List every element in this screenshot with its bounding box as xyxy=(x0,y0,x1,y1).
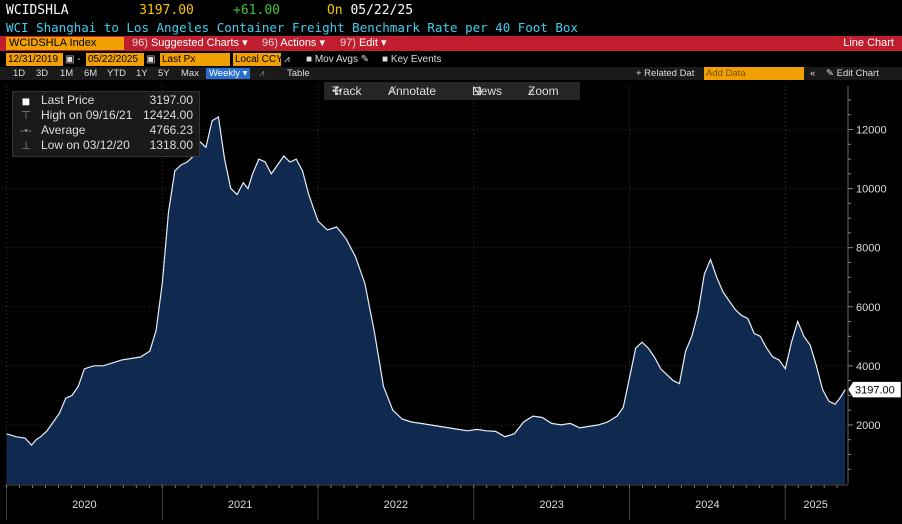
range-1d[interactable]: 1D xyxy=(13,68,26,79)
y-axis: 2000 4000 6000 8000 10000 12000 3197.00 xyxy=(847,86,902,484)
on-label: On xyxy=(326,3,343,18)
line-tool-icon: ⟋ xyxy=(388,84,397,98)
pencil-icon: ✎ xyxy=(360,54,370,65)
calendar-icon[interactable]: ▣ xyxy=(146,54,156,65)
ticker-symbol: WCIDSHLA xyxy=(6,3,69,18)
chart-type-label[interactable]: Line Chart xyxy=(843,37,894,49)
y-tick-label: 2000 xyxy=(856,420,880,432)
actions-menu[interactable]: 96) Actions ▾ xyxy=(262,37,326,49)
last-value-tag-label: 3197.00 xyxy=(855,385,895,397)
settings-icon[interactable]: ⩘ xyxy=(284,54,290,65)
start-date-field[interactable]: 12/31/2019 xyxy=(6,53,63,66)
legend-last-price[interactable]: ■ Last Price 3197.00 xyxy=(17,93,195,109)
y-tick-label: 12000 xyxy=(856,125,887,137)
last-value-tag: 3197.00 xyxy=(847,381,902,398)
x-axis-band xyxy=(0,486,902,520)
last-value-tag-box xyxy=(847,381,902,398)
x-tick-label: 2024 xyxy=(695,499,719,511)
end-date-field[interactable]: 05/22/2025 xyxy=(86,53,144,66)
range-1y[interactable]: 1Y xyxy=(136,68,148,79)
legend-box: ■ Last Price 3197.00 ⊤ High on 09/16/21 … xyxy=(12,91,200,157)
x-tick-label: 2025 xyxy=(803,499,827,511)
edit-label: Edit xyxy=(358,37,378,49)
range-3d[interactable]: 3D xyxy=(36,68,49,79)
key-events-toggle[interactable]: ■ Key Events xyxy=(382,54,442,65)
x-tick-label: 2022 xyxy=(384,499,408,511)
menu-bar: WCIDSHLA Index 96) Suggested Charts ▾ 96… xyxy=(0,36,902,51)
legend-high: ⊤ High on 09/16/21 12424.00 xyxy=(17,108,195,123)
news-icon: ⊟ xyxy=(472,84,483,98)
parameter-bar: 12/31/2019 ▣ - 05/22/2025 ▣ Last Px Loca… xyxy=(0,53,902,66)
price-series xyxy=(6,116,846,484)
legend-low: ⊥ Low on 03/12/20 1318.00 xyxy=(17,138,195,153)
crosshair-icon: ✣ xyxy=(332,84,343,98)
period-selector[interactable]: Weekly ▾ xyxy=(206,68,251,79)
range-bar: 1D 3D 1M 6M YTD 1Y 5Y Max Weekly ▾ ⩘ Tab… xyxy=(0,67,902,80)
high-marker-icon: ⊤ xyxy=(21,110,31,122)
x-tick-label: 2020 xyxy=(72,499,96,511)
range-max[interactable]: Max xyxy=(181,68,199,79)
chevron-down-icon: ▾ xyxy=(381,37,387,49)
low-marker-icon: ⊥ xyxy=(21,140,31,152)
currency-selector[interactable]: Local CCY xyxy=(233,53,283,66)
pencil-icon: ✎ xyxy=(826,68,834,79)
chart-toolbar: ✣ Track ⟋ Annotate ⊟ News ⌕ Zoom xyxy=(324,82,580,100)
y-tick-label: 10000 xyxy=(856,184,887,196)
actions-label: Actions xyxy=(280,37,317,49)
range-5y[interactable]: 5Y xyxy=(158,68,170,79)
checkbox-icon: ■ xyxy=(382,54,389,65)
checkbox-icon: ■ xyxy=(306,54,313,65)
related-data-button[interactable]: + Related Dat xyxy=(636,68,695,79)
security-field[interactable]: WCIDSHLA Index xyxy=(6,37,124,50)
quote-date: 05/22/25 xyxy=(350,3,414,18)
legend-average: -•- Average 4766.23 xyxy=(20,123,193,137)
y-tick-label: 6000 xyxy=(856,302,880,314)
average-marker-icon: -•- xyxy=(20,125,32,137)
x-tick-label: 2023 xyxy=(539,499,563,511)
range-1m[interactable]: 1M xyxy=(60,68,74,79)
suggested-charts-label: Suggested Charts xyxy=(150,37,240,49)
add-data-input[interactable]: Add Data xyxy=(704,67,804,80)
chevron-down-icon: ▾ xyxy=(242,68,248,79)
chevron-down-icon: ▾ xyxy=(242,37,248,49)
suggested-charts-menu[interactable]: 96) Suggested Charts ▾ xyxy=(132,37,248,49)
chevron-down-icon: ▾ xyxy=(319,37,326,49)
mov-avgs-toggle[interactable]: ■ Mov Avgs ✎ xyxy=(306,54,370,65)
chart-style-icon[interactable]: ⩘ xyxy=(259,68,265,79)
header-quote: WCIDSHLA 3197.00 +61.00 On 05/22/25 xyxy=(6,3,413,18)
range-6m[interactable]: 6M xyxy=(84,68,98,79)
price-change: +61.00 xyxy=(233,3,280,18)
magnifier-icon: ⌕ xyxy=(528,84,535,98)
collapse-icon[interactable]: « xyxy=(810,68,816,79)
y-tick-label: 4000 xyxy=(856,361,880,373)
y-tick-label: 8000 xyxy=(856,243,880,255)
field-selector[interactable]: Last Px xyxy=(160,53,230,66)
x-axis: 2020 2021 2022 2023 2024 2025 xyxy=(0,484,902,520)
x-tick-label: 2021 xyxy=(228,499,252,511)
white-square-icon: ■ xyxy=(21,93,31,109)
calendar-icon[interactable]: ▣ - xyxy=(65,54,81,65)
edit-menu[interactable]: 97) Edit ▾ xyxy=(340,37,387,49)
range-ytd[interactable]: YTD xyxy=(107,68,126,79)
table-button[interactable]: Table xyxy=(287,68,310,79)
price-line xyxy=(6,116,846,447)
last-price: 3197.00 xyxy=(139,3,194,18)
edit-chart-button[interactable]: ✎ Edit Chart xyxy=(826,68,879,79)
price-area-fill xyxy=(6,117,846,484)
security-description: WCI Shanghai to Los Angeles Container Fr… xyxy=(6,20,578,35)
